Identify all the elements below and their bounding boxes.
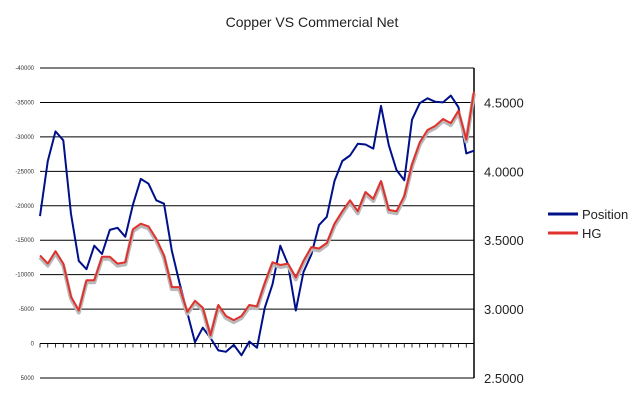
series-shadow-hg [38,93,476,340]
left-tick-label: -10000 [15,273,34,279]
legend-label-position: Position [582,207,628,222]
x-axis-ticks [39,343,475,348]
left-tick-label: -25000 [15,169,34,175]
left-tick-label: -5000 [19,307,35,313]
legend: Position HG [548,207,628,241]
left-tick-label: -20000 [15,204,34,210]
left-axis: 5000 0 -5000 -10000 -15000 -20000 -25000 -30000… [15,66,34,382]
legend-label-hg: HG [582,226,602,241]
grid [40,67,475,379]
left-tick-label: -40000 [15,66,34,72]
right-tick-label: 3.0000 [484,302,524,317]
series-line-hg [39,91,475,337]
right-tick-label: 3.5000 [484,233,524,248]
left-tick-label: -15000 [15,238,34,244]
chart-title: Copper VS Commercial Net [226,14,399,30]
left-tick-label: 0 [31,342,35,348]
right-tick-label: 4.0000 [484,164,524,179]
left-tick-label: -30000 [15,135,34,141]
right-axis: 2.5000 3.0000 3.5000 4.0000 4.5000 [484,95,524,386]
series-line-position [39,94,475,357]
left-tick-label: 5000 [21,376,35,382]
series-group [38,91,476,357]
right-tick-label: 2.5000 [484,371,524,386]
right-tick-label: 4.5000 [484,95,524,110]
left-tick-label: -35000 [15,100,34,106]
